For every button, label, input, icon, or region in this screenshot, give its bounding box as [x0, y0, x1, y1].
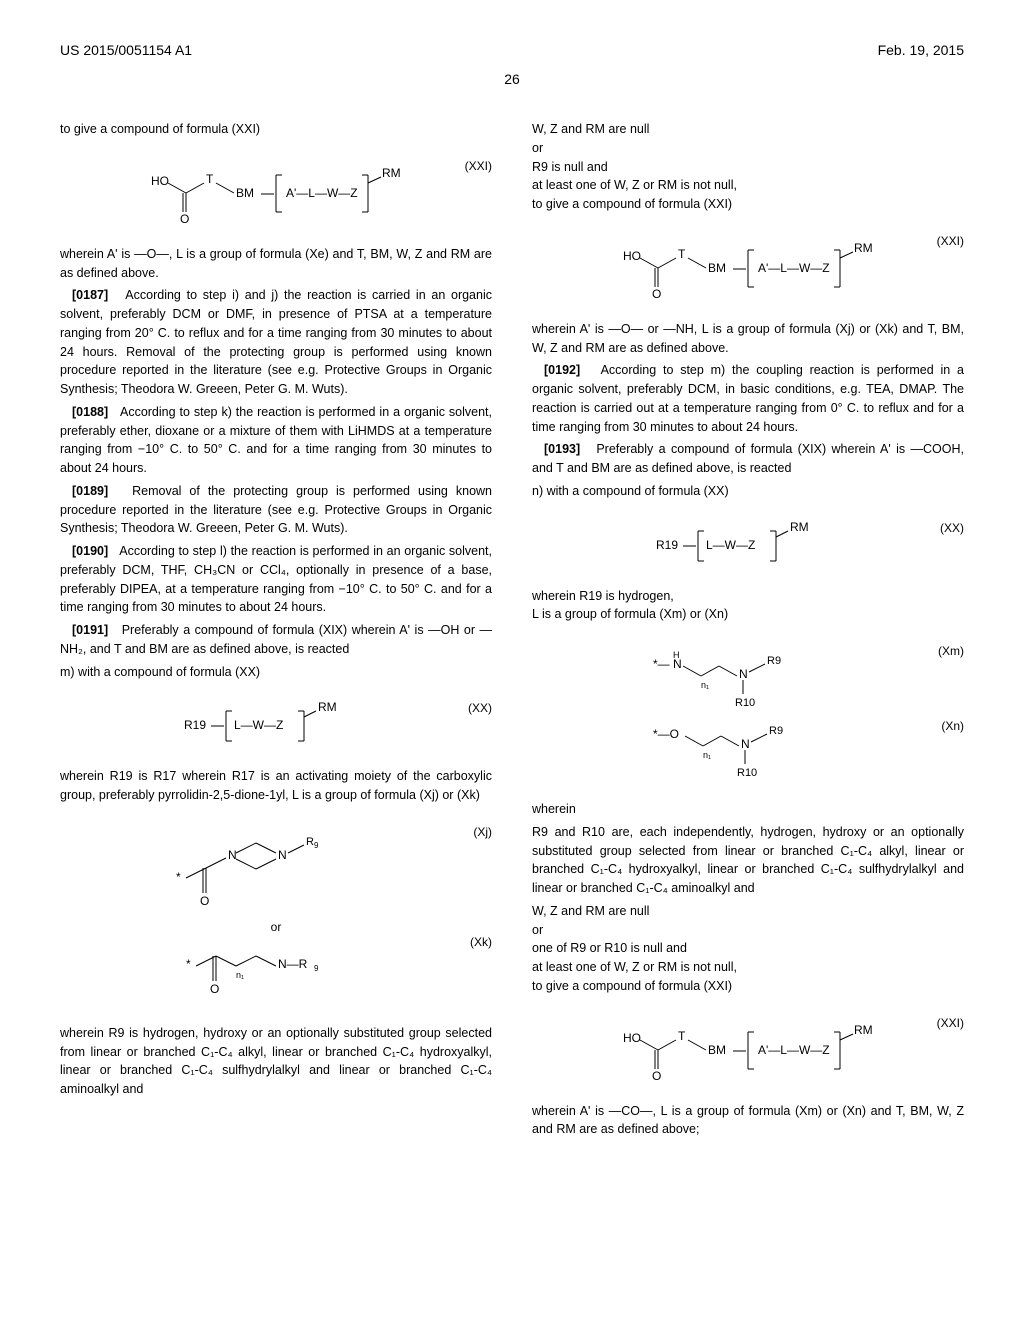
svg-text:BM: BM — [708, 1043, 726, 1057]
xj-or-text: or — [60, 918, 492, 936]
para-0189: [0189] Removal of the protecting group i… — [60, 482, 492, 538]
svg-text:*—O: *—O — [653, 727, 679, 741]
svg-text:T: T — [678, 1029, 686, 1043]
after-xx: wherein R19 is R17 wherein R17 is an act… — [60, 767, 492, 805]
formula-xxi-right: (XXI) HO O T BM A'—L—W—Z RM — [532, 232, 964, 302]
svg-text:RM: RM — [854, 1023, 873, 1037]
para-0192: [0192] According to step m) the coupling… — [532, 361, 964, 436]
structure-xx-r-svg: R19 L—W—Z RM — [648, 519, 848, 569]
para-0188: [0188] According to step k) the reaction… — [60, 403, 492, 478]
svg-text:BM: BM — [236, 186, 254, 200]
structure-xxi-svg: HO O T BM A'—L—W—Z RM — [146, 157, 406, 227]
tail-lines: W, Z and RM are null or one of R9 or R10… — [532, 902, 964, 996]
structure-xxi-r2-svg: HO O T BM A'—L—W—Z RM — [618, 1014, 878, 1084]
svg-text:BM: BM — [708, 261, 726, 275]
svg-text:*: * — [186, 957, 191, 971]
structure-xk-svg: * O n₁ N—R 9 — [176, 936, 376, 1006]
patent-date: Feb. 19, 2015 — [878, 40, 964, 61]
left-column: to give a compound of formula (XXI) (XXI… — [60, 120, 492, 1143]
para-0190: [0190] According to step l) the reaction… — [60, 542, 492, 617]
after-xjk: wherein R9 is hydrogen, hydroxy or an op… — [60, 1024, 492, 1099]
formula-xxi-label-r2: (XXI) — [937, 1014, 964, 1032]
svg-text:n₁: n₁ — [703, 750, 711, 760]
para-0187: [0187] According to step i) and j) the r… — [60, 286, 492, 399]
structure-xxi-r-svg: HO O T BM A'—L—W—Z RM — [618, 232, 878, 302]
svg-text:A'—L—W—Z: A'—L—W—Z — [758, 1043, 830, 1057]
para-0193b: n) with a compound of formula (XX) — [532, 482, 964, 501]
para-0193a: [0193] Preferably a compound of formula … — [532, 440, 964, 478]
svg-text:N—R: N—R — [278, 957, 308, 971]
intro-line: to give a compound of formula (XXI) — [60, 120, 492, 139]
svg-text:A'—L—W—Z: A'—L—W—Z — [758, 261, 830, 275]
svg-text:*: * — [176, 870, 181, 884]
svg-text:O: O — [210, 982, 219, 996]
formula-xx-label-r: (XX) — [940, 519, 964, 537]
svg-text:R: R — [306, 836, 314, 848]
formula-xx-label: (XX) — [468, 699, 492, 717]
formula-xj-label: (Xj) — [473, 823, 492, 841]
formula-xk-label: (Xk) — [470, 933, 492, 951]
after-xxi: wherein A' is —O—, L is a group of formu… — [60, 245, 492, 283]
svg-text:N: N — [739, 667, 748, 681]
svg-text:R19: R19 — [184, 718, 206, 732]
para-0191a: [0191] Preferably a compound of formula … — [60, 621, 492, 659]
after-xx-r: wherein R19 is hydrogen, L is a group of… — [532, 587, 964, 625]
formula-xxi-label-r: (XXI) — [937, 232, 964, 250]
svg-text:A'—L—W—Z: A'—L—W—Z — [286, 186, 358, 200]
svg-text:R9: R9 — [769, 725, 783, 737]
after-xmn: R9 and R10 are, each independently, hydr… — [532, 823, 964, 898]
svg-text:*—: *— — [653, 657, 670, 671]
svg-text:HO: HO — [623, 249, 641, 263]
svg-text:HO: HO — [623, 1031, 641, 1045]
structure-xm-svg: *— N H n₁ N R9 R10 — [643, 642, 853, 712]
page-number: 26 — [60, 69, 964, 90]
formula-xx-r: (XX) R19 L—W—Z RM — [532, 519, 964, 569]
svg-text:O: O — [200, 894, 209, 908]
formula-xm-xn: (Xm) *— N H n₁ N R9 R10 (Xn) *—O n₁ — [532, 642, 964, 782]
wherein: wherein — [532, 800, 964, 819]
formula-xxi-r2: (XXI) HO O T BM A'—L—W—Z RM — [532, 1014, 964, 1084]
structure-xj-svg: * O N N R9 — [166, 823, 386, 918]
svg-text:RM: RM — [854, 241, 873, 255]
right-column: W, Z and RM are null or R9 is null and a… — [532, 120, 964, 1143]
svg-text:L—W—Z: L—W—Z — [234, 718, 283, 732]
svg-text:H: H — [673, 650, 680, 660]
structure-xx-svg: R19 L—W—Z RM — [176, 699, 376, 749]
formula-xn-label: (Xn) — [941, 717, 964, 735]
svg-text:R19: R19 — [656, 538, 678, 552]
right-top-lines: W, Z and RM are null or R9 is null and a… — [532, 120, 964, 214]
formula-xx: (XX) R19 L—W—Z RM — [60, 699, 492, 749]
svg-text:T: T — [206, 172, 214, 186]
patent-number: US 2015/0051154 A1 — [60, 40, 192, 61]
svg-text:T: T — [678, 247, 686, 261]
svg-text:RM: RM — [318, 700, 337, 714]
svg-text:O: O — [652, 1069, 661, 1083]
svg-text:RM: RM — [382, 166, 401, 180]
formula-xj-xk: (Xj) * O N N R9 or (Xk) * — [60, 823, 492, 1006]
formula-xm-label: (Xm) — [938, 642, 964, 660]
structure-xn-svg: *—O n₁ N R9 R10 — [643, 712, 853, 782]
svg-text:9: 9 — [314, 964, 319, 973]
svg-text:N: N — [278, 848, 287, 862]
svg-text:R10: R10 — [735, 697, 755, 709]
svg-text:n₁: n₁ — [701, 680, 709, 690]
formula-xxi-label: (XXI) — [465, 157, 492, 175]
svg-text:R9: R9 — [767, 655, 781, 667]
svg-text:RM: RM — [790, 520, 809, 534]
svg-text:O: O — [652, 287, 661, 301]
svg-text:O: O — [180, 212, 189, 226]
formula-xxi: (XXI) HO O T BM A'—L—W—Z RM — [60, 157, 492, 227]
after-xxi-r: wherein A' is —O— or —NH, L is a group o… — [532, 320, 964, 358]
svg-text:R10: R10 — [737, 767, 757, 779]
svg-text:n₁: n₁ — [236, 970, 244, 980]
svg-text:HO: HO — [151, 174, 169, 188]
svg-text:L—W—Z: L—W—Z — [706, 538, 755, 552]
svg-text:N: N — [741, 737, 750, 751]
svg-text:9: 9 — [314, 841, 319, 850]
para-0191b: m) with a compound of formula (XX) — [60, 663, 492, 682]
final-text: wherein A' is —CO—, L is a group of form… — [532, 1102, 964, 1140]
svg-text:N: N — [228, 848, 237, 862]
